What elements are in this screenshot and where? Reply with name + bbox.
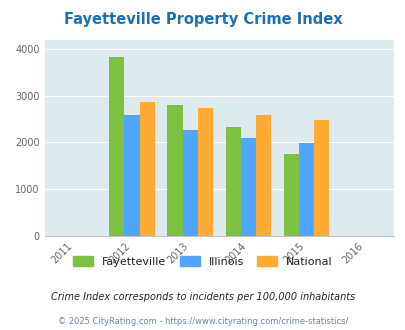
Bar [225,127,240,236]
Bar [124,115,139,236]
Bar [298,143,313,236]
Bar [197,108,212,236]
Bar [139,102,154,236]
Bar [255,115,271,236]
Text: © 2025 CityRating.com - https://www.cityrating.com/crime-statistics/: © 2025 CityRating.com - https://www.city… [58,317,347,326]
Bar [313,119,328,236]
Bar [109,57,124,236]
Bar [283,154,298,236]
Bar [167,105,182,236]
Legend: Fayetteville, Illinois, National: Fayetteville, Illinois, National [68,251,337,271]
Text: Fayetteville Property Crime Index: Fayetteville Property Crime Index [64,12,341,26]
Text: Crime Index corresponds to incidents per 100,000 inhabitants: Crime Index corresponds to incidents per… [51,292,354,302]
Bar [240,138,255,236]
Bar [182,130,197,236]
